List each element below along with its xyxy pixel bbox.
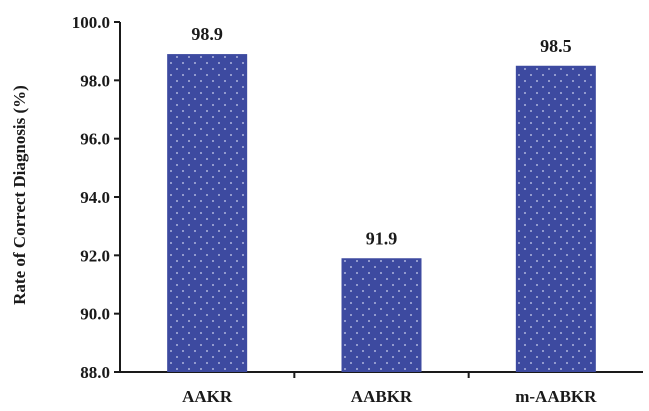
y-tick-label: 90.0 (80, 305, 110, 324)
x-tick-label: AAKR (182, 387, 233, 406)
y-tick-label: 100.0 (72, 13, 110, 32)
data-label: 91.9 (366, 228, 398, 248)
y-tick-label: 88.0 (80, 363, 110, 382)
y-axis-title: Rate of Correct Diagnosis (%) (10, 85, 29, 305)
y-tick-label: 98.0 (80, 71, 110, 90)
data-label: 98.9 (191, 24, 223, 44)
bar (515, 65, 596, 372)
bar (167, 54, 248, 372)
data-label: 98.5 (540, 36, 572, 56)
y-tick-label: 96.0 (80, 130, 110, 149)
x-tick-label: AABKR (351, 387, 413, 406)
y-tick-label: 92.0 (80, 246, 110, 265)
x-tick-label: m-AABKR (515, 387, 597, 406)
plot-area: 88.0 90.0 92.0 94.0 96.0 98.0 100.0 98.9 AAKR 91.… (72, 13, 643, 406)
bar (341, 258, 422, 372)
y-tick-label: 94.0 (80, 188, 110, 207)
